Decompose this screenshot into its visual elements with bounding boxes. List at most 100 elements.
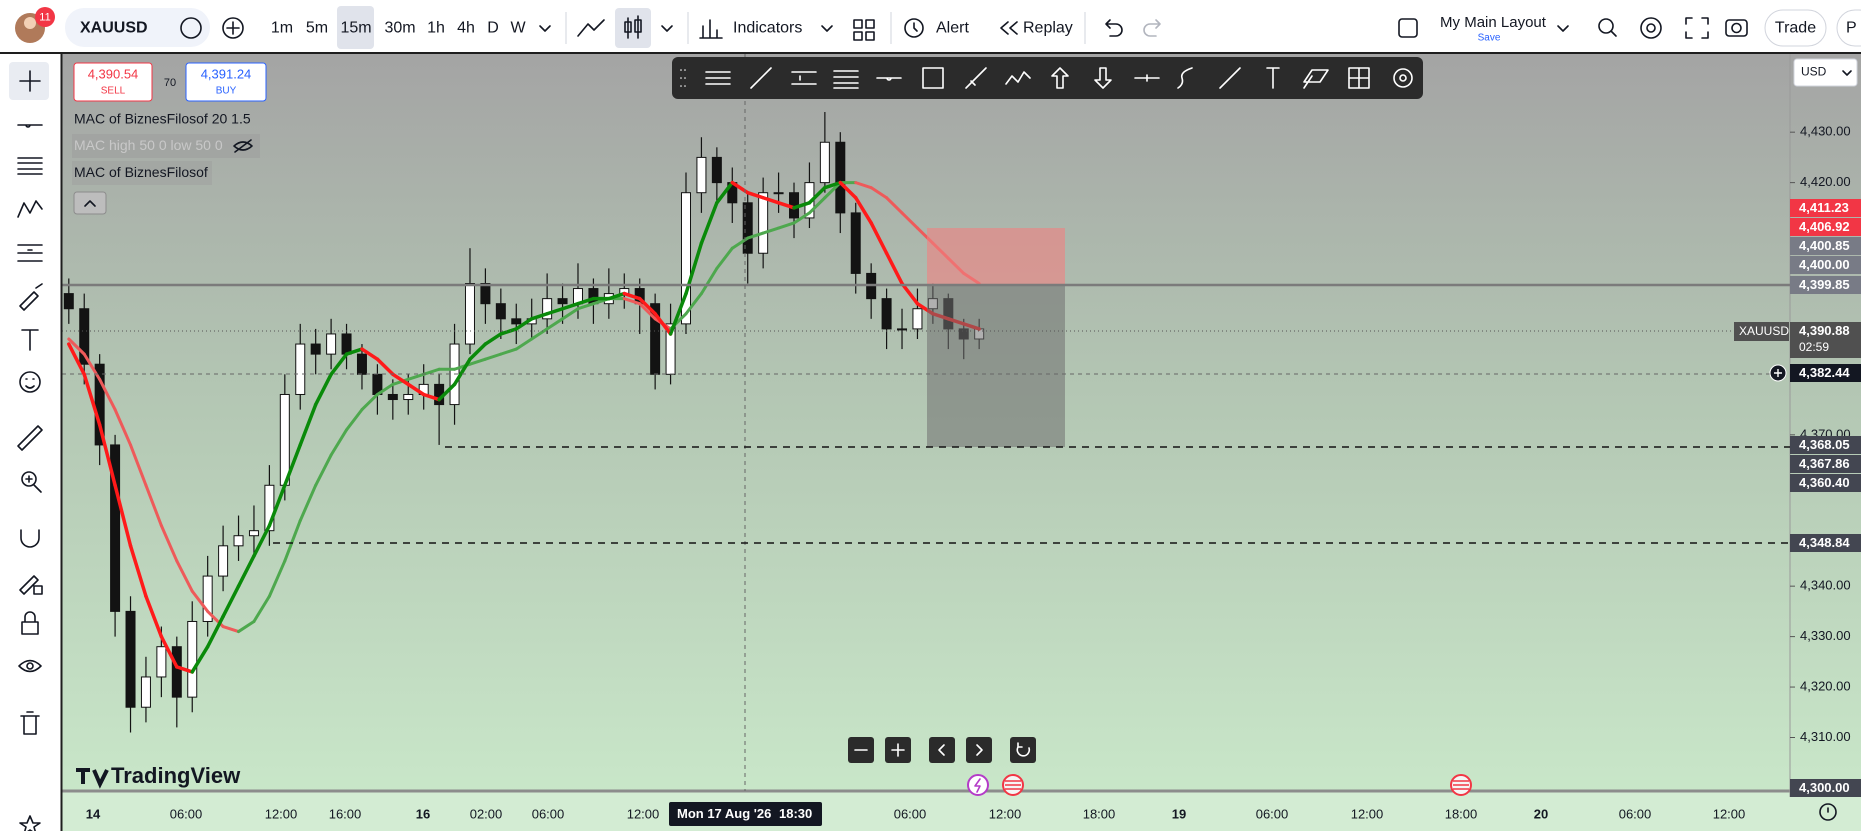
symbol-icon[interactable] — [180, 17, 202, 39]
price-badge-label: 4,400.00 — [1799, 257, 1850, 272]
tool-button[interactable] — [19, 371, 41, 393]
tool-button[interactable] — [17, 124, 43, 128]
hidden-eye-icon[interactable] — [233, 139, 253, 153]
tool-button[interactable] — [21, 329, 39, 351]
replay-button[interactable]: Replay — [1023, 20, 1073, 37]
candle-body — [341, 333, 352, 355]
publish-button[interactable] — [1836, 9, 1861, 47]
drawing-tool[interactable] — [1051, 67, 1069, 89]
price-badge-label: 4,399.85 — [1799, 277, 1850, 292]
currency-select[interactable] — [1793, 58, 1858, 87]
ma-slow-segment — [900, 211, 919, 230]
tool-button[interactable] — [20, 529, 40, 548]
tool-button[interactable] — [20, 711, 40, 735]
chart-control[interactable] — [1010, 737, 1036, 763]
drawing-tool[interactable] — [1266, 67, 1280, 89]
layout-icon[interactable] — [853, 19, 875, 41]
alert-button[interactable]: Alert — [936, 20, 969, 37]
tool-button[interactable] — [17, 425, 43, 451]
ma-fast-segment — [67, 342, 86, 377]
line-chart-button[interactable] — [577, 19, 605, 37]
interval-button[interactable]: 1h — [427, 20, 445, 37]
time-settings[interactable] — [1819, 803, 1837, 821]
ma-slow-segment — [391, 377, 410, 386]
ma-fast-segment — [807, 185, 827, 205]
layout-name[interactable]: My Main Layout — [1440, 14, 1547, 31]
drawing-tool[interactable] — [680, 69, 686, 87]
ma-fast-segment — [715, 180, 735, 205]
settings-button[interactable] — [1640, 17, 1662, 39]
price-badge-label: 4,360.40 — [1799, 475, 1850, 490]
tool-button[interactable] — [18, 659, 42, 673]
tool-button[interactable] — [21, 611, 39, 635]
indicators-menu[interactable] — [821, 25, 833, 32]
buy-button[interactable] — [185, 62, 267, 102]
drawing-tool[interactable] — [1094, 67, 1112, 89]
tool-button[interactable] — [17, 244, 43, 262]
interval-menu[interactable] — [539, 25, 551, 32]
layout-checkbox[interactable] — [1398, 18, 1418, 38]
fullscreen-button[interactable] — [1685, 17, 1709, 39]
event-marker[interactable] — [967, 774, 989, 796]
drawing-tool[interactable] — [965, 67, 987, 89]
tool-button[interactable] — [17, 157, 43, 175]
trade-label: Trade — [1775, 20, 1816, 37]
drawing-tool[interactable] — [1393, 68, 1413, 88]
favorites-button[interactable] — [19, 815, 41, 831]
drawing-tool[interactable] — [876, 77, 902, 81]
tool-button[interactable] — [19, 575, 43, 595]
interval-button[interactable]: 30m — [384, 20, 415, 37]
drawing-tool[interactable] — [705, 71, 731, 85]
quick-search[interactable] — [1598, 18, 1614, 34]
price-badge — [1790, 256, 1861, 274]
zoom-controls — [848, 737, 1036, 763]
interval-button[interactable]: 5m — [306, 20, 328, 37]
interval-button[interactable]: 4h — [457, 20, 475, 37]
symbol-badge-label: XAUUSD — [1739, 324, 1789, 338]
candle-chart-button[interactable] — [615, 8, 651, 48]
drawing-tool[interactable] — [1005, 71, 1031, 85]
drawing-tool[interactable] — [750, 67, 772, 89]
drawing-tool[interactable] — [1219, 67, 1241, 89]
undo-button[interactable] — [1105, 19, 1123, 37]
compare-button[interactable] — [222, 17, 244, 39]
symbol-search[interactable] — [65, 8, 210, 47]
indicators-button[interactable]: Indicators — [733, 20, 802, 37]
drawing-tool[interactable] — [791, 71, 817, 85]
candle-body — [264, 484, 275, 532]
candle-body — [310, 343, 321, 355]
tool-button[interactable] — [19, 283, 43, 311]
chart-control[interactable] — [966, 737, 992, 763]
drawing-toolbar-tools — [680, 67, 1413, 89]
drawing-tool[interactable] — [922, 67, 944, 89]
interval-button[interactable]: 1m — [271, 20, 293, 37]
collapse-legend[interactable] — [73, 191, 107, 215]
drawing-tool[interactable] — [1303, 69, 1329, 89]
redo-button[interactable] — [1143, 19, 1161, 37]
trade-button[interactable] — [1764, 9, 1827, 47]
indicator-legend[interactable]: MAC of BiznesFilosof — [74, 164, 208, 180]
ma-fast-segment — [159, 634, 179, 669]
chart-control[interactable] — [929, 737, 955, 763]
chart-type-menu[interactable] — [661, 25, 673, 32]
screenshot-button[interactable] — [1725, 19, 1748, 37]
candle-body — [248, 530, 259, 537]
sell-button[interactable] — [73, 62, 153, 102]
candle-body — [387, 393, 398, 401]
indicator-legend-hidden[interactable]: MAC high 50 0 low 50 0 — [74, 137, 223, 153]
layout-menu[interactable] — [1557, 25, 1569, 32]
drawing-tool[interactable] — [833, 70, 859, 89]
tool-button[interactable] — [21, 471, 42, 493]
tool-button[interactable] — [17, 200, 43, 218]
drawing-tool[interactable] — [1177, 67, 1193, 89]
interval-button[interactable]: D — [487, 20, 499, 37]
tool-button[interactable] — [19, 70, 41, 92]
interval-button[interactable]: W — [510, 20, 526, 37]
drawing-tool[interactable] — [1348, 67, 1370, 89]
interval-button[interactable]: 15m — [340, 20, 371, 37]
layout-save[interactable]: Save — [1478, 33, 1501, 44]
drawing-tool[interactable] — [1134, 74, 1160, 82]
ma-slow-segment — [761, 226, 781, 235]
indicator-legend[interactable]: MAC of BiznesFilosof 20 1.5 — [74, 111, 251, 127]
candle-body — [480, 283, 491, 305]
